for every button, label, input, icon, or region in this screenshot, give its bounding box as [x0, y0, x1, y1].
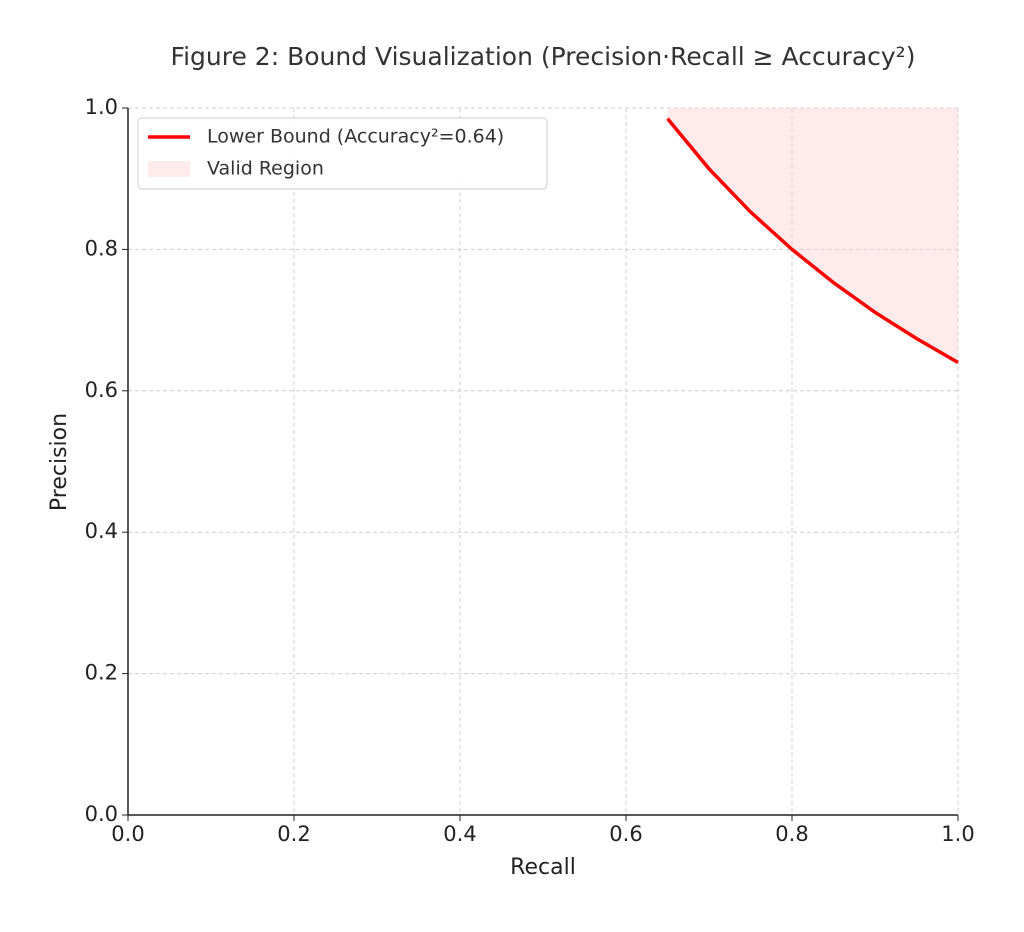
y-tick-label: 0.2 [85, 661, 118, 685]
legend-label: Valid Region [207, 158, 324, 180]
x-tick-label: 0.4 [443, 822, 476, 846]
x-tick-label: 0.6 [609, 822, 642, 846]
legend-label: Lower Bound (Accuracy²=0.64) [207, 126, 504, 148]
legend-box [137, 117, 548, 190]
chart-title: Figure 2: Bound Visualization (Precision… [171, 42, 916, 71]
y-tick-label: 1.0 [85, 95, 118, 119]
y-tick-label: 0.0 [85, 802, 118, 826]
x-tick-label: 1.0 [941, 822, 974, 846]
y-tick-label: 0.6 [85, 378, 118, 402]
x-tick-label: 0.8 [775, 822, 808, 846]
y-tick-label: 0.8 [85, 236, 118, 260]
x-tick-label: 0.0 [111, 822, 144, 846]
x-tick-label: 0.2 [277, 822, 310, 846]
x-axis-label: Recall [510, 855, 576, 880]
legend-swatch [148, 161, 190, 177]
bound-line [666, 117, 959, 365]
y-axis-label: Precision [47, 413, 72, 511]
valid-region [667, 108, 958, 363]
y-tick-label: 0.4 [85, 519, 118, 543]
